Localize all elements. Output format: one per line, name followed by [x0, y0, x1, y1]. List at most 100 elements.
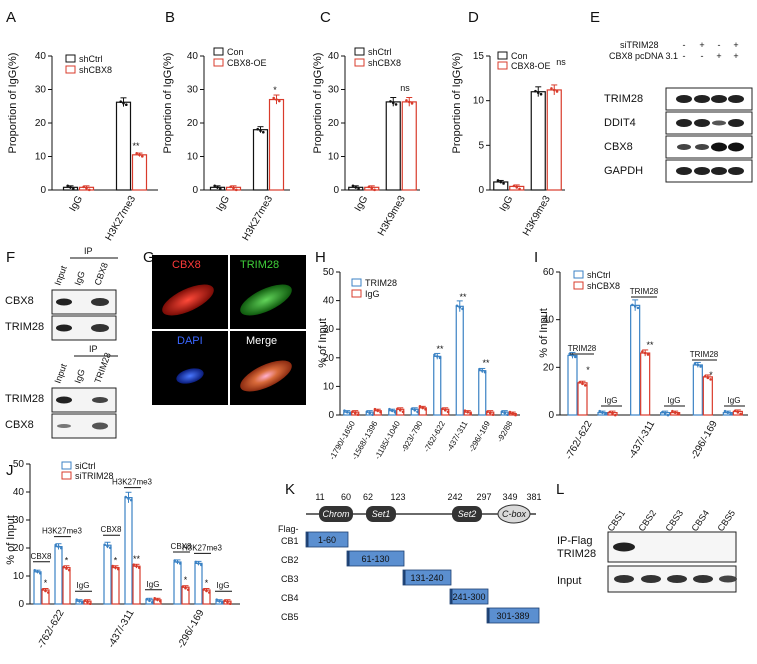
data-point	[153, 597, 156, 600]
data-point	[145, 598, 148, 601]
blot-bands	[676, 119, 744, 127]
bar	[385, 101, 401, 191]
data-point	[390, 409, 394, 413]
y-tick-group: 0 20 40 60	[543, 267, 560, 421]
band-label: TRIM28	[5, 321, 44, 333]
data-point	[226, 600, 229, 604]
panel-letter-i: I	[534, 249, 538, 266]
y-axis-label: % of Input	[317, 318, 329, 368]
y-axis-label: Proportion of IgG(%)	[7, 53, 19, 154]
legend-label-ctrl: shCtrl	[368, 47, 392, 57]
y-tick-label: 10	[187, 152, 199, 163]
domain-label: C-box	[502, 509, 527, 519]
x-tick-label: -923/-790	[400, 419, 425, 454]
y-tick-label: 30	[187, 85, 199, 96]
cell-signal	[240, 360, 292, 392]
bar	[268, 98, 285, 191]
significance-mark: *	[114, 556, 118, 566]
data-point	[135, 564, 138, 568]
bar	[455, 305, 464, 416]
lane-mark: -	[718, 40, 721, 50]
data-point	[202, 588, 205, 591]
bar	[567, 354, 578, 416]
group-label: H3K27me3	[42, 527, 83, 536]
significance-mark: **	[482, 358, 490, 368]
data-point	[574, 355, 577, 359]
data-point	[65, 567, 68, 570]
panel-e: E siTRIM28 CBX8 pcDNA 3.1 - + - + - - + …	[590, 9, 753, 183]
bar	[401, 101, 417, 191]
bar	[103, 544, 112, 605]
band-label-ddit4: DDIT4	[604, 117, 636, 129]
bar	[115, 101, 132, 191]
legend-label-treat: shCBX8	[79, 65, 112, 75]
bar	[62, 566, 71, 605]
construct-name: CB1	[281, 536, 299, 546]
bar	[433, 355, 442, 416]
data-point	[159, 600, 162, 603]
data-point	[357, 187, 360, 191]
y-tick-label: 60	[543, 267, 555, 278]
data-point	[413, 408, 417, 412]
bar	[131, 154, 148, 191]
position-label: 242	[447, 492, 462, 502]
panel-letter-c: C	[320, 9, 331, 26]
construct-name: CB4	[281, 593, 299, 603]
legend-label-ctrl: siCtrl	[75, 461, 96, 471]
legend-swatch-treat	[61, 471, 72, 480]
data-point	[446, 410, 450, 414]
data-point	[229, 602, 232, 605]
data-point	[671, 409, 674, 413]
data-point	[514, 413, 517, 417]
y-axis-label: % of Input	[5, 515, 17, 565]
legend-label-treat: shCBX8	[587, 281, 620, 291]
legend-swatch-ctrl	[65, 54, 76, 63]
domain-chrom	[319, 506, 353, 522]
y-tick-label: 0	[192, 185, 198, 196]
data-point	[208, 591, 211, 594]
data-point	[555, 90, 559, 93]
bar	[640, 352, 651, 416]
significance-mark: **	[436, 344, 444, 354]
x-tick-label: -437/-311	[627, 419, 658, 461]
data-point	[181, 585, 184, 588]
data-point	[78, 599, 81, 603]
data-point	[503, 411, 507, 415]
data-point	[256, 127, 260, 131]
lane-label: IgG	[72, 368, 86, 385]
construct-bar	[449, 588, 489, 605]
y-tick-label: 40	[328, 51, 340, 62]
significance-mark: ns	[400, 83, 410, 93]
bar	[194, 562, 203, 605]
data-point	[407, 100, 411, 104]
data-point	[508, 410, 512, 414]
x-tick-label: -92/88	[495, 419, 514, 444]
lane-mark: -	[683, 40, 686, 50]
data-point	[461, 307, 464, 311]
y-tick-label: 10	[323, 381, 335, 392]
panel-c: C Proportion of IgG(%) 0 10 20 30 40 IgG H3K9…	[312, 9, 420, 238]
lane-mark: +	[733, 51, 738, 61]
condition-label-1: siTRIM28	[620, 40, 659, 50]
y-tick-label: 10	[35, 152, 47, 163]
legend-swatch-ctrl	[61, 461, 72, 470]
data-point	[176, 560, 179, 564]
data-point	[57, 545, 60, 548]
lane-label: CBS3	[663, 508, 685, 533]
y-tick-label: 20	[35, 118, 47, 129]
x-tick-label: IgG	[215, 194, 233, 214]
data-point	[502, 182, 505, 185]
data-point	[62, 565, 65, 569]
band-label: CBX8	[5, 295, 34, 307]
group-label: TRIM28	[630, 287, 659, 296]
significance-mark: **	[459, 292, 467, 302]
x-tick-label: H3K9me3	[521, 194, 553, 238]
data-point	[699, 365, 702, 368]
data-point	[394, 103, 398, 106]
data-point	[194, 560, 197, 564]
panel-k: K 11 60 62 123 242 297 349 381 Chrom Set…	[278, 481, 542, 624]
data-point	[156, 598, 159, 602]
data-point	[68, 568, 71, 572]
data-point	[111, 564, 114, 568]
y-tick-label: 15	[473, 51, 485, 62]
